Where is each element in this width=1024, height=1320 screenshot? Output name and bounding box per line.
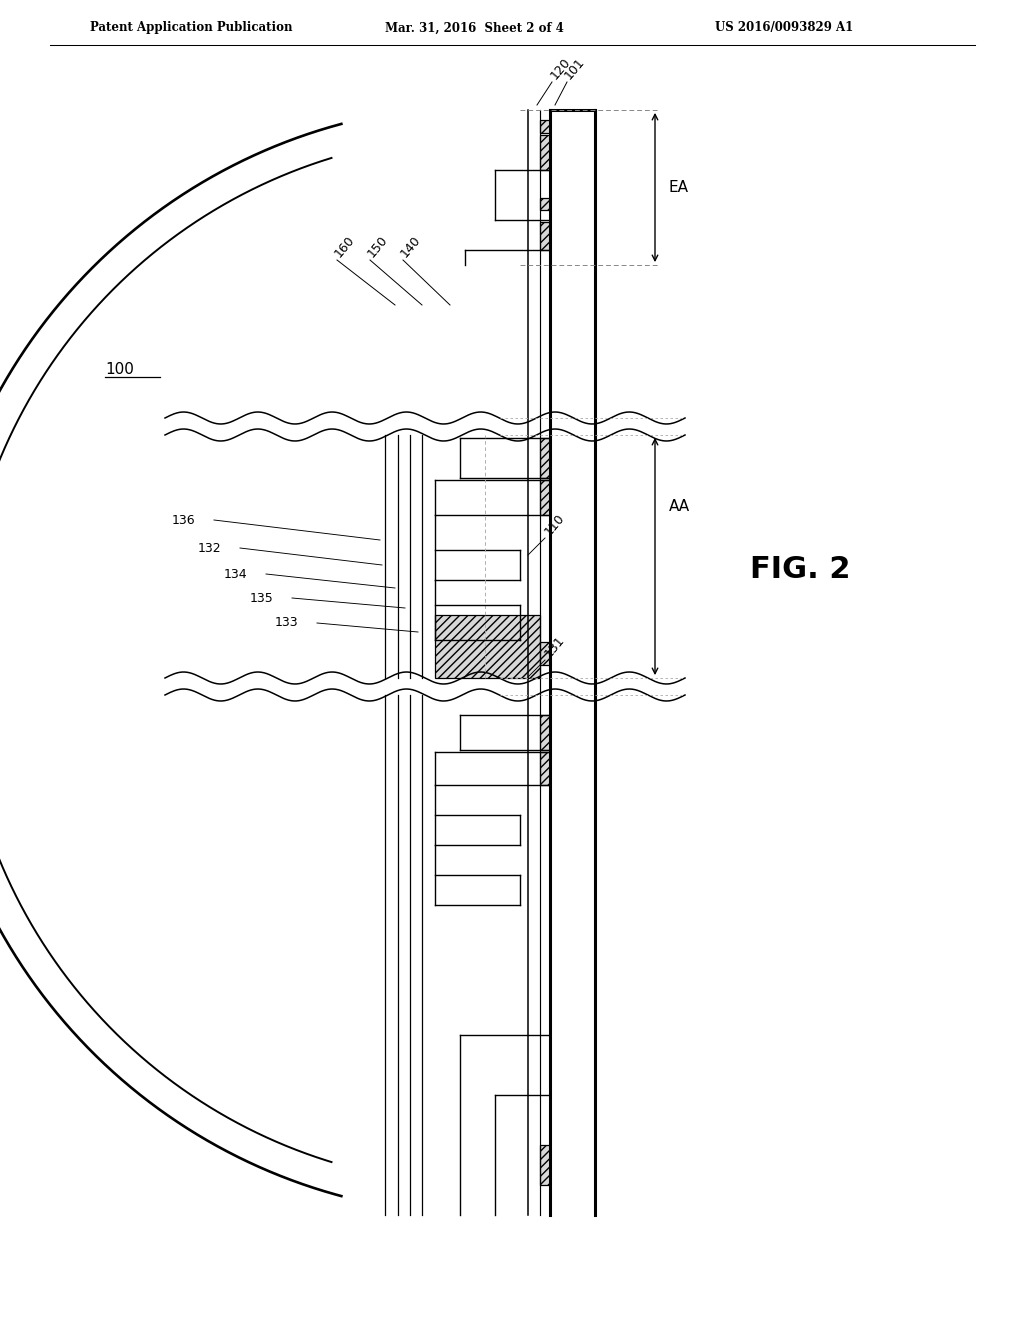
Bar — [540, 1144, 550, 1185]
Text: 101: 101 — [562, 55, 587, 82]
Text: 120: 120 — [548, 55, 573, 82]
Text: 134: 134 — [224, 568, 248, 581]
Bar — [540, 135, 550, 170]
Text: 133: 133 — [275, 616, 299, 630]
Bar — [540, 715, 550, 750]
Text: 131: 131 — [542, 634, 567, 660]
Text: US 2016/0093829 A1: US 2016/0093829 A1 — [715, 21, 853, 34]
Text: Patent Application Publication: Patent Application Publication — [90, 21, 293, 34]
Bar — [435, 615, 540, 678]
Bar — [540, 120, 550, 133]
Text: 135: 135 — [250, 591, 273, 605]
Text: FIG. 2: FIG. 2 — [750, 556, 850, 585]
Bar — [540, 222, 550, 249]
Bar — [540, 480, 550, 515]
Text: EA: EA — [669, 180, 689, 195]
Bar — [540, 198, 550, 210]
Text: 100: 100 — [105, 363, 134, 378]
Text: 136: 136 — [172, 513, 196, 527]
Bar — [540, 642, 550, 665]
Text: AA: AA — [669, 499, 690, 513]
Text: Mar. 31, 2016  Sheet 2 of 4: Mar. 31, 2016 Sheet 2 of 4 — [385, 21, 564, 34]
Text: 150: 150 — [365, 234, 390, 260]
Bar — [540, 438, 550, 478]
Bar — [540, 752, 550, 785]
Text: 160: 160 — [332, 234, 357, 260]
Text: 110: 110 — [542, 511, 567, 539]
Text: 132: 132 — [198, 541, 221, 554]
Text: 140: 140 — [398, 234, 423, 260]
